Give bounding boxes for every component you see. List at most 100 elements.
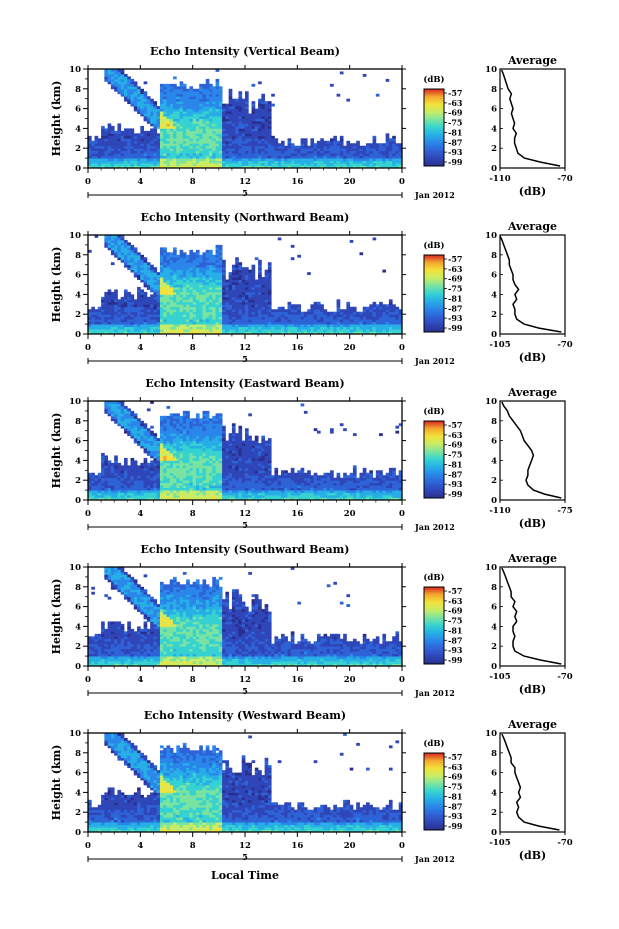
heatmap-cell <box>101 480 105 484</box>
heatmap-cell <box>176 108 180 112</box>
heatmap-cell <box>140 435 144 439</box>
heatmap-cell <box>159 267 164 271</box>
heatmap-cell <box>130 91 135 95</box>
heatmap-cell <box>290 321 295 325</box>
heatmap-cell <box>120 492 125 496</box>
heatmap-cell <box>271 331 275 335</box>
heatmap-cell <box>153 301 158 305</box>
heatmap-cell <box>137 314 141 318</box>
heatmap-cell <box>127 480 131 484</box>
heatmap-cell <box>251 118 256 122</box>
heatmap-cell <box>107 69 112 72</box>
heatmap-cell <box>382 314 387 318</box>
heatmap-cell <box>235 148 239 152</box>
heatmap-cell <box>176 321 180 325</box>
heatmap-cell <box>326 165 331 169</box>
heatmap-cell <box>330 163 334 166</box>
heatmap-cell <box>94 143 99 147</box>
heatmap-cell <box>248 296 252 300</box>
heatmap-cell <box>241 108 246 112</box>
heatmap-cell <box>336 163 341 166</box>
heatmap-cell <box>274 309 279 313</box>
heatmap-cell <box>159 497 164 501</box>
heatmap-cell <box>163 106 167 110</box>
heatmap-cell <box>169 118 174 122</box>
heatmap-cell <box>104 497 109 501</box>
heatmap-cell <box>192 138 197 142</box>
heatmap-cell <box>359 326 364 330</box>
heatmap-cell <box>104 140 109 144</box>
heatmap-cell <box>137 133 141 137</box>
heatmap-cell <box>123 252 128 256</box>
heatmap-cell <box>163 301 167 305</box>
heatmap-cell <box>307 319 311 323</box>
heatmap-cell <box>251 120 256 124</box>
heatmap-cell <box>215 160 220 164</box>
heatmap-cell <box>123 460 128 464</box>
heatmap-cell <box>195 111 200 114</box>
heatmap-cell <box>388 140 393 144</box>
heatmap-cell <box>179 286 184 290</box>
heatmap-cell <box>163 450 167 454</box>
heatmap-cell <box>284 314 288 318</box>
heatmap-cell <box>215 148 220 152</box>
heatmap-cell <box>133 88 138 92</box>
heatmap-cell <box>150 480 154 484</box>
heatmap-cell <box>123 86 128 90</box>
heatmap-cell <box>176 487 180 491</box>
heatmap-cell <box>140 445 144 449</box>
heatmap-cell <box>205 138 210 142</box>
heatmap-cell <box>127 316 131 320</box>
heatmap-cell <box>153 294 158 298</box>
heatmap-cell <box>261 319 266 323</box>
heatmap-cell <box>153 487 158 491</box>
heatmap-cell <box>133 264 138 268</box>
heatmap-cell <box>137 96 141 100</box>
heatmap-cell <box>392 135 396 139</box>
heatmap-cell <box>326 311 331 315</box>
heatmap-cell <box>218 254 223 258</box>
heatmap-cell <box>97 472 102 476</box>
heatmap-cell <box>212 150 216 154</box>
heatmap-cell <box>169 120 174 124</box>
heatmap-cell <box>195 309 200 313</box>
heatmap-cell <box>199 282 203 285</box>
heatmap-cell <box>179 445 184 449</box>
profile-y-tick-label: 10 <box>485 65 497 75</box>
heatmap-cell <box>153 475 158 479</box>
heatmap-cell <box>130 497 135 501</box>
heatmap-cell <box>316 145 321 149</box>
heatmap-cell <box>169 277 174 280</box>
heatmap-cell <box>385 143 390 147</box>
heatmap-cell <box>110 143 115 147</box>
heatmap-cell <box>245 331 249 335</box>
heatmap-cell <box>123 133 128 137</box>
heatmap-cell <box>212 158 216 161</box>
heatmap-cell <box>254 125 259 129</box>
heatmap-cell <box>267 321 272 325</box>
heatmap-cell <box>123 314 128 318</box>
heatmap-cell <box>251 279 256 283</box>
heatmap-cell <box>166 296 171 300</box>
heatmap-cell <box>189 264 194 268</box>
heatmap-cell <box>212 257 216 261</box>
heatmap-cell <box>215 244 220 248</box>
heatmap-cell <box>153 291 158 295</box>
heatmap-cell <box>169 418 174 422</box>
heatmap-cell <box>173 93 177 97</box>
heatmap-cell <box>271 326 275 330</box>
heatmap-cell <box>137 435 141 439</box>
heatmap-cell <box>130 457 135 461</box>
heatmap-cell <box>346 148 351 152</box>
heatmap-cell <box>195 138 200 142</box>
heatmap-cell <box>366 314 370 318</box>
heatmap-cell <box>372 135 377 139</box>
heatmap-cell <box>166 319 171 323</box>
heatmap-cell <box>238 128 243 132</box>
heatmap-cell <box>173 460 177 464</box>
heatmap-cell <box>117 125 122 129</box>
heatmap-cell <box>199 269 203 273</box>
heatmap-cell <box>123 98 128 102</box>
heatmap-cell <box>189 118 194 122</box>
heatmap-cell <box>375 145 380 149</box>
